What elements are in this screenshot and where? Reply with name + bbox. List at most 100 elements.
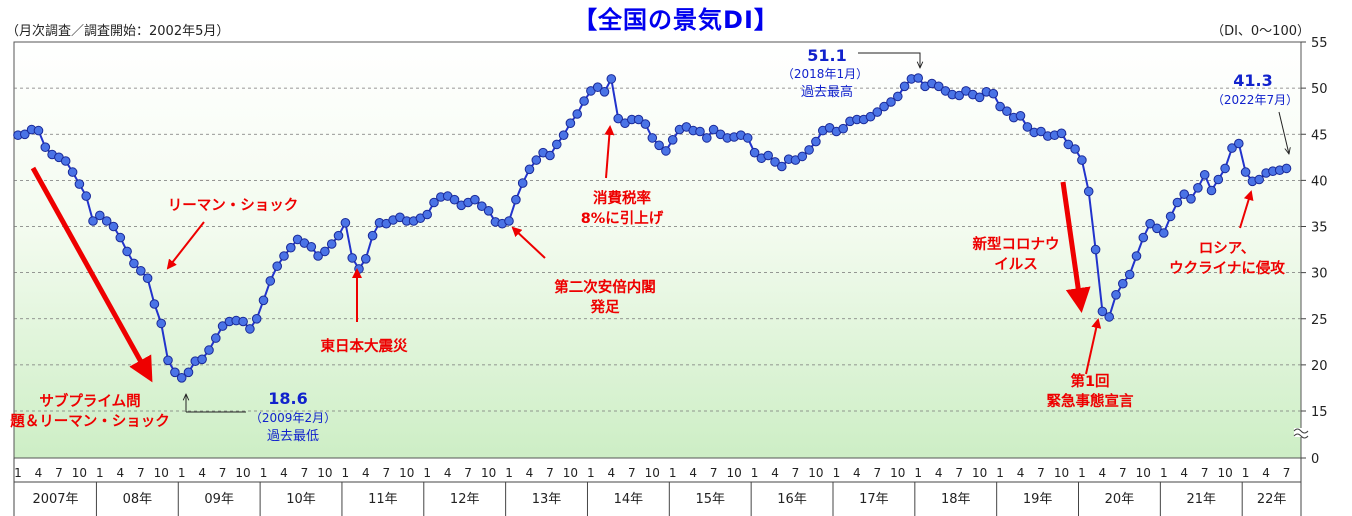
high-desc: 過去最高 — [801, 84, 853, 100]
data-point — [483, 206, 494, 216]
data-point — [777, 161, 787, 172]
data-point — [149, 299, 160, 309]
year-label: 16年 — [777, 492, 807, 507]
data-point — [811, 136, 821, 147]
data-point — [954, 90, 965, 101]
year-label: 21年 — [1186, 492, 1216, 507]
x-tick-label: 7 — [1037, 466, 1045, 480]
year-label: 11年 — [368, 492, 398, 507]
data-point — [245, 324, 255, 334]
x-tick-label: 7 — [710, 466, 718, 480]
data-point — [101, 216, 112, 226]
x-tick-label: 10 — [154, 466, 169, 480]
x-tick-label: 10 — [563, 466, 578, 480]
x-tick-label: 4 — [280, 466, 288, 480]
data-point — [708, 124, 719, 135]
data-point — [872, 107, 883, 117]
data-point — [74, 179, 85, 189]
data-point — [251, 314, 262, 324]
data-point — [20, 129, 30, 140]
data-point — [40, 142, 51, 152]
x-tick-label: 7 — [873, 466, 881, 480]
data-point — [163, 355, 173, 366]
x-tick-label: 4 — [1262, 466, 1270, 480]
covid-fall-arrow — [1060, 181, 1091, 313]
data-point — [265, 276, 276, 286]
y-tick-label: 50 — [1311, 82, 1328, 97]
data-point — [422, 209, 433, 220]
abe-cabinet-arrow — [511, 226, 546, 259]
low-value: 18.6 — [268, 389, 307, 408]
data-point — [238, 316, 248, 327]
data-point — [272, 261, 283, 272]
data-point — [258, 295, 269, 306]
x-tick-label: 10 — [72, 466, 87, 480]
data-point — [1063, 139, 1074, 150]
latest-value: 41.3 — [1233, 71, 1272, 90]
data-point — [633, 114, 644, 125]
data-point — [933, 81, 944, 92]
data-point — [122, 246, 132, 257]
data-point — [647, 133, 658, 143]
data-point — [531, 155, 542, 165]
x-tick-label: 7 — [301, 466, 309, 480]
data-point — [1111, 290, 1121, 300]
x-tick-label: 4 — [444, 466, 452, 480]
data-point — [333, 230, 344, 241]
high-value: 51.1 — [807, 46, 846, 65]
data-point — [988, 88, 999, 99]
x-tick-label: 1 — [914, 466, 922, 480]
axis-break-icon — [1293, 428, 1309, 439]
data-point — [1015, 111, 1026, 121]
data-point — [170, 367, 180, 378]
data-point — [1179, 189, 1189, 199]
data-point — [565, 118, 576, 128]
x-tick-label: 1 — [996, 466, 1004, 480]
x-tick-label: 7 — [382, 466, 390, 480]
year-label: 18年 — [941, 492, 971, 507]
data-point — [67, 167, 78, 177]
data-point — [477, 201, 487, 211]
data-point — [1056, 128, 1067, 139]
annotation-subprime-lehman: サブプライム問題＆リーマン・ショック — [10, 392, 170, 430]
data-point — [504, 216, 514, 226]
data-point — [1152, 223, 1162, 234]
data-point — [524, 164, 535, 175]
x-tick-label: 10 — [481, 466, 496, 480]
data-point — [517, 178, 528, 188]
data-point — [204, 345, 214, 355]
x-tick-label: 1 — [423, 466, 431, 480]
x-tick-label: 4 — [1017, 466, 1025, 480]
x-tick-label: 10 — [1217, 466, 1232, 480]
data-point — [449, 194, 460, 205]
year-label: 13年 — [532, 492, 562, 507]
data-point — [306, 242, 317, 252]
y-tick-label: 20 — [1311, 359, 1328, 374]
x-tick-label: 1 — [833, 466, 841, 480]
data-point — [640, 119, 651, 129]
data-point — [142, 273, 153, 284]
data-point — [579, 96, 589, 106]
data-point — [1145, 218, 1155, 229]
x-tick-label: 1 — [1078, 466, 1086, 480]
data-point — [763, 150, 774, 161]
data-point — [913, 73, 924, 83]
high-pointer — [858, 52, 920, 68]
data-point — [770, 157, 780, 167]
plot-area — [13, 41, 1302, 459]
data-point — [326, 239, 337, 249]
x-tick-label: 10 — [890, 466, 905, 480]
y-tick-label: 45 — [1311, 128, 1328, 143]
data-point — [1213, 174, 1224, 185]
data-point — [320, 246, 330, 257]
x-tick-label: 10 — [645, 466, 660, 480]
data-point — [511, 194, 521, 205]
x-tick-label: 7 — [464, 466, 472, 480]
data-point — [1193, 183, 1203, 193]
annotation-consumption-tax: 消費税率 8%に引上げ — [581, 189, 664, 227]
latest-pointer — [1278, 111, 1289, 154]
data-point — [804, 145, 814, 155]
y-tick-label: 15 — [1311, 405, 1328, 420]
data-point — [592, 82, 603, 92]
